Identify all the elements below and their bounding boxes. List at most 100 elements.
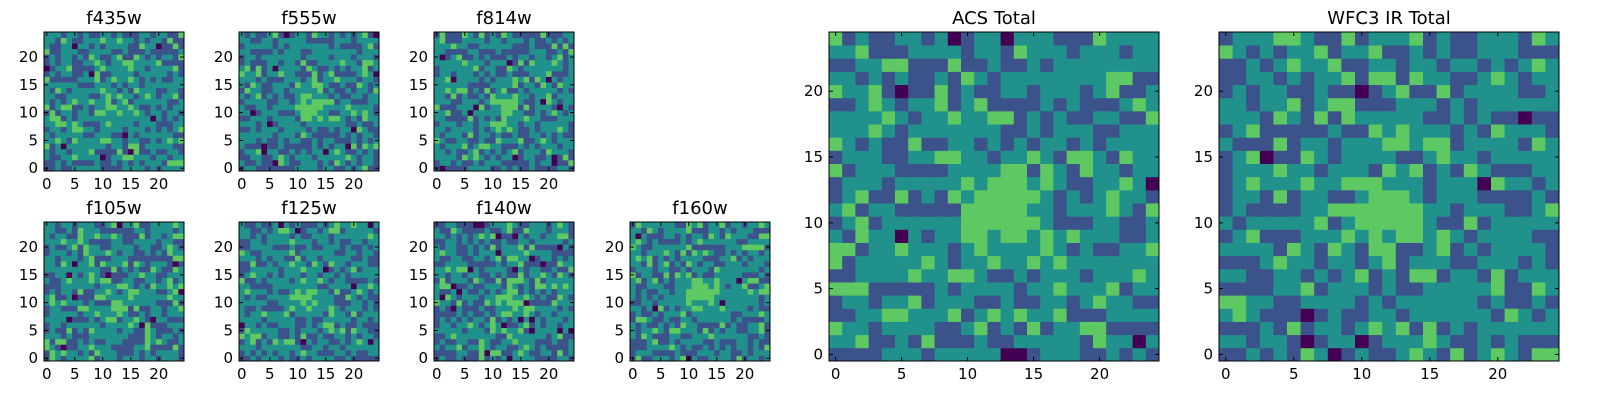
heatmap-cell: [88, 48, 95, 55]
heatmap-cell: [356, 305, 363, 312]
heatmap-cell: [77, 65, 84, 72]
heatmap-cell: [540, 288, 547, 295]
heatmap-cell: [506, 126, 513, 133]
heatmap-cell: [261, 148, 268, 155]
heatmap-cell: [562, 137, 569, 144]
heatmap-cell: [495, 355, 502, 362]
heatmap-cell: [311, 327, 318, 334]
heatmap-cell: [868, 229, 883, 243]
heatmap-cell: [557, 305, 564, 312]
heatmap-cell: [278, 159, 285, 166]
heatmap-cell: [562, 70, 569, 77]
heatmap-cell: [478, 143, 485, 150]
heatmap-cell: [551, 310, 558, 317]
heatmap-cell: [540, 344, 547, 351]
heatmap-cell: [758, 260, 765, 267]
heatmap-cell: [462, 310, 468, 317]
heatmap-cell: [300, 355, 307, 362]
heatmap-cell: [534, 126, 541, 133]
heatmap-cell: [167, 355, 174, 362]
heatmap-cell: [283, 333, 290, 340]
heatmap-cell: [351, 143, 357, 150]
heatmap-cell: [529, 333, 536, 340]
heatmap-cell: [450, 104, 457, 111]
heatmap-cell: [473, 327, 480, 334]
heatmap-cell: [66, 272, 73, 278]
heatmap-cell: [244, 272, 251, 278]
heatmap-cell: [1106, 242, 1120, 257]
heatmap-cell: [1119, 216, 1133, 230]
heatmap-cell: [467, 126, 474, 133]
heatmap-cell: [311, 82, 318, 88]
heatmap-cell: [753, 333, 760, 340]
heatmap-cell: [674, 277, 681, 284]
heatmap-cell: [351, 137, 357, 144]
heatmap-cell: [730, 249, 737, 256]
heatmap-cell: [334, 43, 341, 50]
heatmap-cell: [44, 333, 50, 340]
heatmap-cell: [60, 48, 67, 55]
heatmap-cell: [635, 244, 642, 251]
heatmap-cell: [351, 109, 357, 116]
heatmap-cell: [133, 238, 140, 245]
heatmap-cell: [60, 109, 67, 116]
heatmap-cell: [641, 249, 648, 256]
heatmap-cell: [855, 216, 869, 230]
heatmap-cell: [725, 299, 732, 306]
heatmap-cell: [1000, 295, 1015, 309]
heatmap-cell: [44, 37, 50, 44]
heatmap-cell: [345, 260, 352, 267]
heatmap-cell: [546, 266, 552, 273]
heatmap-cell: [691, 283, 698, 290]
heatmap-cell: [300, 288, 307, 295]
heatmap-cell: [669, 288, 676, 295]
heatmap-cell: [450, 87, 457, 94]
heatmap-cell: [764, 255, 771, 262]
heatmap-cell: [708, 277, 715, 284]
heatmap-cell: [111, 260, 118, 267]
heatmap-cell: [167, 104, 174, 111]
heatmap-cell: [60, 32, 67, 38]
heatmap-cell: [77, 266, 84, 273]
heatmap-cell: [467, 255, 474, 262]
heatmap-cell: [311, 255, 318, 262]
heatmap-cell: [367, 159, 374, 166]
heatmap-cell: [323, 294, 329, 301]
heatmap-cell: [490, 299, 496, 306]
heatmap-cell: [562, 355, 569, 362]
heatmap-cell: [334, 126, 341, 133]
heatmap-cell: [367, 227, 374, 234]
heatmap-cell: [495, 120, 502, 127]
heatmap-cell: [961, 176, 975, 191]
heatmap-cell: [44, 154, 50, 161]
heatmap-cell: [523, 137, 530, 144]
heatmap-cell: [72, 143, 78, 150]
heatmap-cell: [367, 327, 374, 334]
heatmap-cell: [49, 249, 56, 256]
x-tick-label: 15: [511, 365, 530, 383]
heatmap-cell: [261, 126, 268, 133]
heatmap-cell: [478, 249, 485, 256]
panel-title: f105w: [86, 198, 141, 219]
heatmap-cell: [551, 93, 558, 100]
heatmap-cell: [439, 310, 446, 317]
heatmap-cell: [908, 334, 922, 349]
heatmap-cell: [362, 355, 369, 362]
heatmap-cell: [300, 148, 307, 155]
heatmap-cell: [551, 143, 558, 150]
heatmap-cell: [987, 347, 1001, 362]
heatmap-cell: [714, 288, 720, 295]
heatmap-cell: [356, 165, 363, 172]
heatmap-cell: [122, 288, 129, 295]
heatmap-cell: [439, 93, 446, 100]
heatmap-cell: [473, 299, 480, 306]
heatmap-cell: [161, 305, 168, 312]
heatmap-cell: [842, 216, 856, 230]
heatmap-cell: [356, 154, 363, 161]
heatmap-cell: [144, 32, 151, 38]
y-tick-label: 15: [214, 266, 233, 284]
heatmap-cell: [512, 344, 519, 351]
heatmap-cell: [300, 70, 307, 77]
heatmap-cell: [855, 347, 869, 362]
heatmap-cell: [691, 338, 698, 345]
